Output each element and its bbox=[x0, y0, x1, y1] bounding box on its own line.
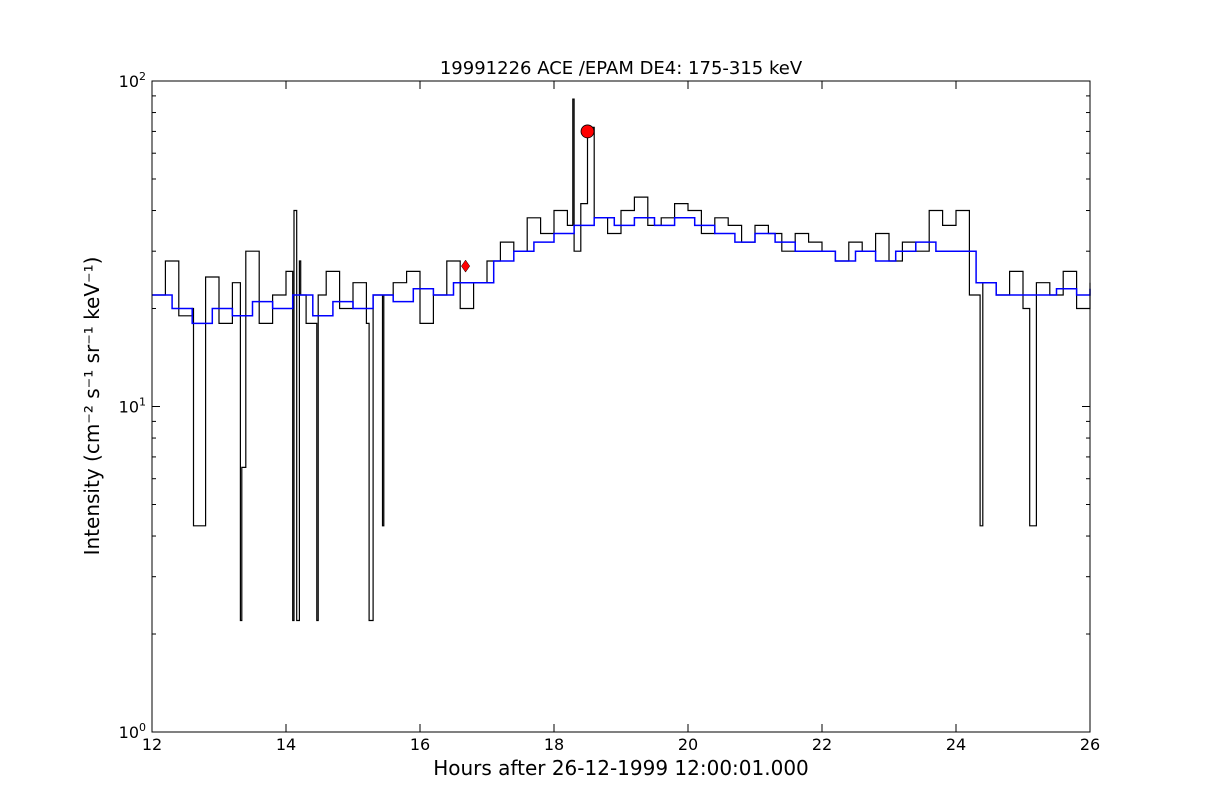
plot-markers bbox=[461, 124, 595, 273]
y-tick-label: 100 bbox=[119, 721, 146, 742]
x-axis: 12 14 16 18 20 22 24 26 bbox=[142, 81, 1100, 754]
y-tick-label: 102 bbox=[119, 70, 146, 91]
series-line-raw bbox=[152, 98, 1091, 622]
y-tick-label: 101 bbox=[119, 396, 146, 417]
series-line-smoothed bbox=[152, 217, 1091, 325]
x-tick-label: 12 bbox=[142, 735, 162, 754]
x-axis-label: Hours after 26-12-1999 12:00:01.000 bbox=[433, 756, 809, 780]
x-tick-label: 26 bbox=[1080, 735, 1100, 754]
x-tick-label: 22 bbox=[812, 735, 832, 754]
x-tick-label: 14 bbox=[276, 735, 296, 754]
marker-diamond bbox=[461, 259, 471, 273]
marker-circle bbox=[580, 124, 595, 139]
x-tick-label: 16 bbox=[410, 735, 430, 754]
chart-title: 19991226 ACE /EPAM DE4: 175-315 keV bbox=[440, 58, 803, 79]
y-axis-label: Intensity (cm⁻² s⁻¹ sr⁻¹ keV⁻¹) bbox=[80, 257, 104, 556]
plot-series bbox=[152, 98, 1091, 622]
x-tick-label: 20 bbox=[678, 735, 698, 754]
x-tick-label: 24 bbox=[946, 735, 966, 754]
y-axis: 100 101 102 bbox=[119, 70, 1090, 742]
x-tick-label: 18 bbox=[544, 735, 564, 754]
